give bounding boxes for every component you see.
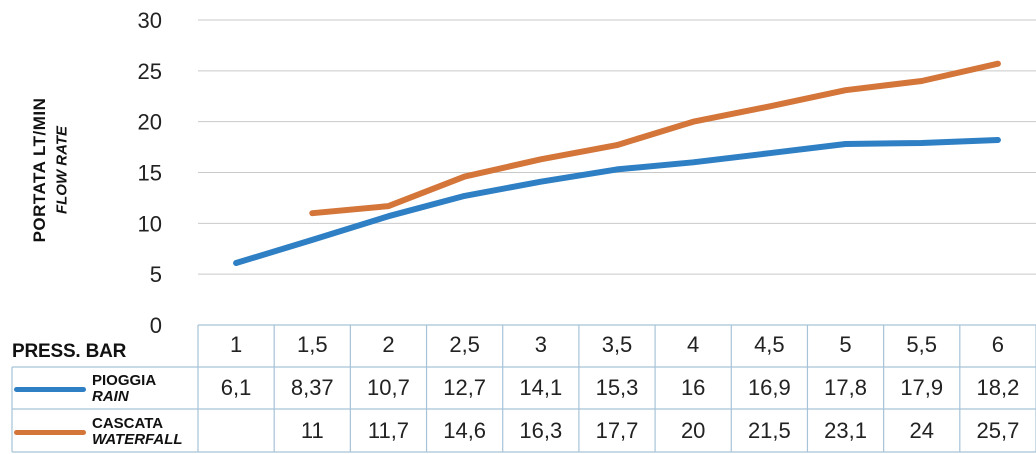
legend-label-rain-english: RAIN <box>92 388 129 405</box>
y-tick-label: 15 <box>138 161 162 186</box>
x-tick-label: 5 <box>839 332 851 357</box>
data-point <box>842 141 849 147</box>
data-label: 17,9 <box>900 375 943 400</box>
legend-label-waterfall: CASCATA <box>92 415 164 432</box>
y-tick-label: 10 <box>138 211 162 236</box>
data-label: 16,3 <box>519 418 562 443</box>
data-point <box>690 118 696 125</box>
legend-swatch-rain <box>14 387 86 392</box>
x-tick-label: 3,5 <box>602 332 633 357</box>
data-point <box>614 166 620 173</box>
data-label: 25,7 <box>976 418 1019 443</box>
data-point <box>385 203 392 209</box>
data-label: 14,6 <box>443 418 486 443</box>
data-point <box>309 237 316 243</box>
data-point <box>918 78 925 84</box>
data-point <box>995 137 1001 143</box>
data-label: 17,8 <box>824 375 867 400</box>
legend-swatch-waterfall <box>14 430 86 435</box>
legend-label-rain: PIOGGIA <box>92 372 157 389</box>
x-axis-label: PRESS. BAR <box>12 341 127 362</box>
legend-item-rain: PIOGGIA RAIN <box>14 370 210 408</box>
data-label: 6,1 <box>221 375 252 400</box>
data-label: 14,1 <box>519 375 562 400</box>
x-tick-label: 1,5 <box>297 332 328 357</box>
data-point <box>309 210 316 216</box>
data-label: 16,9 <box>748 375 791 400</box>
data-point <box>233 260 239 266</box>
data-label: 11,7 <box>368 418 409 443</box>
x-tick-label: 2,5 <box>449 332 480 357</box>
data-label: 11 <box>301 418 324 443</box>
y-tick-label: 5 <box>150 262 162 287</box>
data-point <box>538 156 544 163</box>
data-point <box>995 60 1001 67</box>
x-tick-label: 3 <box>535 332 547 357</box>
legend-label-waterfall-english: WATERFALL <box>92 431 183 448</box>
data-point <box>766 103 773 110</box>
data-label: 12,7 <box>443 375 486 400</box>
y-axis-label-english: FLOW RATE <box>53 125 71 215</box>
data-point <box>385 213 392 220</box>
data-point <box>538 178 544 185</box>
data-label: 23,1 <box>824 418 867 443</box>
data-point <box>461 193 468 199</box>
data-label: 15,3 <box>596 375 639 400</box>
series-line-rain <box>233 137 1001 266</box>
data-point <box>918 140 925 146</box>
data-point <box>842 87 849 93</box>
data-label: 18,2 <box>976 375 1019 400</box>
data-label: 20 <box>681 418 705 443</box>
data-label: 10,7 <box>367 375 410 400</box>
x-tick-label: 1 <box>230 332 242 357</box>
data-label: 24 <box>909 418 933 443</box>
y-tick-label: 25 <box>138 59 162 84</box>
data-point <box>614 142 620 148</box>
data-label: 8,37 <box>291 375 334 400</box>
legend-item-waterfall: CASCATA WATERFALL <box>14 413 210 451</box>
data-label: 21,5 <box>748 418 791 443</box>
data-point <box>461 173 468 180</box>
x-tick-label: 5,5 <box>906 332 937 357</box>
y-axis-label: PORTATA LT/MIN <box>30 97 49 243</box>
data-point <box>766 150 773 156</box>
y-tick-label: 0 <box>150 313 162 338</box>
series-line-waterfall <box>309 60 1001 217</box>
y-tick-label: 30 <box>138 8 162 33</box>
x-tick-label: 2 <box>382 332 394 357</box>
x-tick-label: 4 <box>687 332 699 357</box>
data-label: 16 <box>681 375 705 400</box>
x-tick-label: 6 <box>992 332 1004 357</box>
data-label: 17,7 <box>596 418 639 443</box>
x-tick-label: 4,5 <box>754 332 785 357</box>
data-point <box>690 159 696 166</box>
y-tick-label: 20 <box>138 110 162 135</box>
